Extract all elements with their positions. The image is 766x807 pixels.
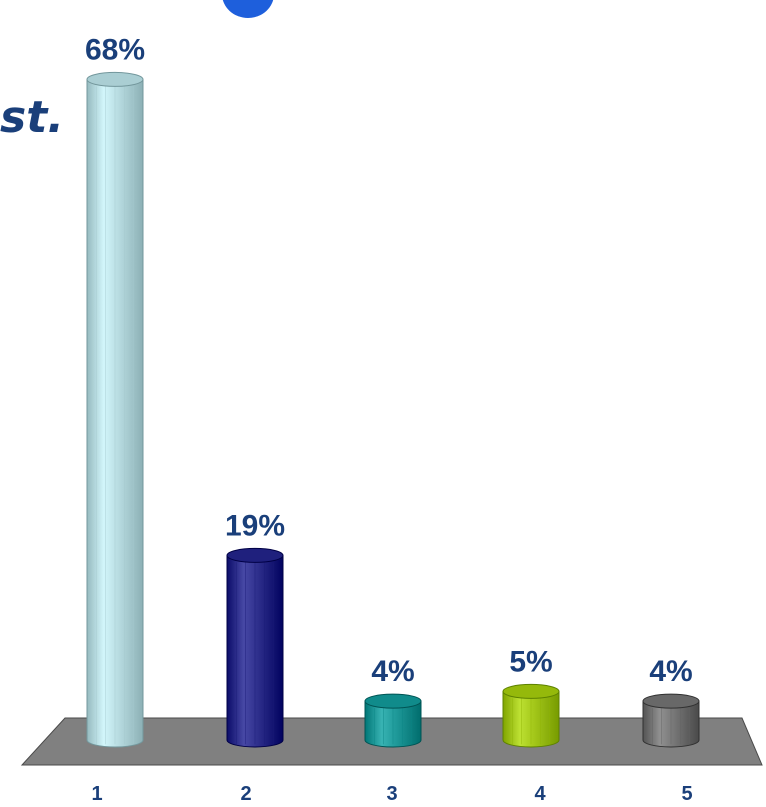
- value-label-4: 5%: [509, 645, 552, 678]
- bar-2: [226, 547, 284, 748]
- category-label-5: 5: [681, 783, 692, 805]
- labels-layer: 68% 1 19% 2 4% 3 5% 4 4% 5: [85, 33, 693, 805]
- bar-1: [86, 71, 144, 748]
- value-label-3: 4%: [371, 655, 414, 688]
- category-label-2: 2: [240, 783, 251, 805]
- value-label-5: 4%: [649, 655, 692, 688]
- category-label-1: 1: [91, 783, 102, 805]
- bars-layer: [86, 71, 700, 748]
- bar-4: [502, 683, 560, 748]
- bar-3: [364, 693, 422, 748]
- value-label-1: 68%: [85, 33, 145, 66]
- decorative-blue-shape: [222, 0, 274, 18]
- title-fragment-text: st.: [0, 92, 64, 143]
- category-label-4: 4: [534, 783, 546, 805]
- value-label-2: 19%: [225, 509, 285, 542]
- category-label-3: 3: [386, 783, 397, 805]
- bar-5: [642, 693, 700, 748]
